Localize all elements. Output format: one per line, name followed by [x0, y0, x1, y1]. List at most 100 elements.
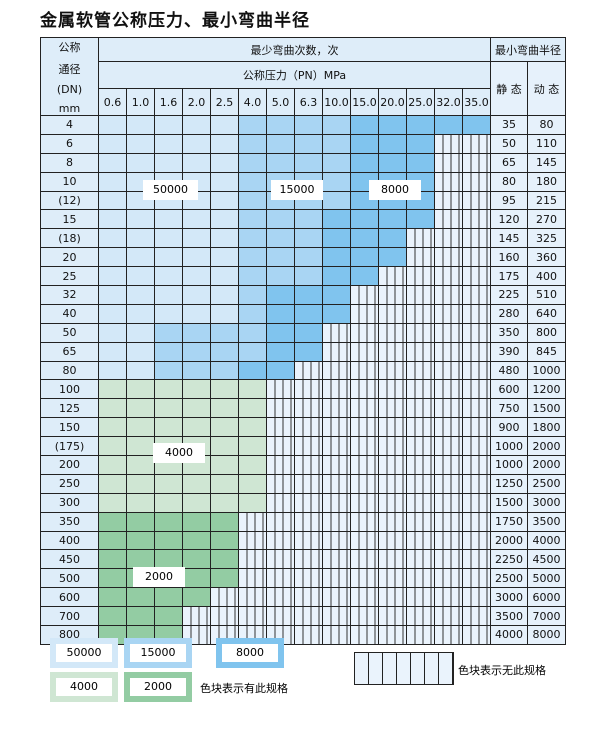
unavailable-cell	[350, 417, 379, 438]
unavailable-cell	[266, 492, 295, 513]
unavailable-cell	[322, 625, 351, 645]
pressure-col-header: 1.0	[126, 88, 155, 116]
available-cell	[154, 285, 183, 305]
available-cell	[238, 379, 267, 400]
dynamic-radius-cell: 6000	[527, 587, 566, 608]
unavailable-cell	[462, 303, 491, 324]
unavailable-cell	[434, 398, 463, 419]
available-cell	[210, 285, 239, 305]
available-cell	[210, 133, 239, 154]
unavailable-cell	[434, 473, 463, 494]
unavailable-cell	[378, 436, 407, 457]
unavailable-cell	[294, 511, 323, 532]
available-cell	[182, 115, 211, 135]
unavailable-cell	[294, 360, 323, 381]
available-cell	[266, 133, 295, 154]
available-cell	[98, 209, 127, 230]
unavailable-cell	[350, 285, 379, 305]
available-cell	[154, 511, 183, 532]
dn-cell: (18)	[40, 228, 99, 249]
dn-cell: 700	[40, 606, 99, 627]
available-cell	[126, 285, 155, 305]
pressure-col-header: 1.6	[154, 88, 183, 116]
available-cell	[238, 115, 267, 135]
table-row: 6 50 110	[40, 133, 566, 154]
unavailable-cell	[462, 455, 491, 475]
available-cell	[154, 209, 183, 230]
unavailable-cell	[406, 568, 435, 589]
available-cell	[126, 228, 155, 249]
static-radius-cell: 2250	[490, 549, 528, 570]
unavailable-cell	[294, 398, 323, 419]
unavailable-cell	[406, 285, 435, 305]
available-cell	[98, 228, 127, 249]
available-cell	[126, 360, 155, 381]
static-radius-cell: 2000	[490, 530, 528, 551]
available-cell	[350, 133, 379, 154]
available-cell	[98, 436, 127, 457]
static-radius-cell: 1000	[490, 455, 528, 475]
unavailable-cell	[266, 568, 295, 589]
available-cell	[98, 398, 127, 419]
region-label-8000: 8000	[369, 180, 421, 200]
unavailable-cell	[462, 171, 491, 192]
available-cell	[294, 209, 323, 230]
static-radius-cell: 95	[490, 190, 528, 211]
available-cell	[126, 511, 155, 532]
available-cell	[406, 209, 435, 230]
available-cell	[266, 266, 295, 287]
dynamic-radius-cell: 2000	[527, 436, 566, 457]
static-radius-cell: 50	[490, 133, 528, 154]
available-cell	[266, 228, 295, 249]
unavailable-cell	[266, 587, 295, 608]
pressure-col-header: 32.0	[434, 88, 463, 116]
unavailable-cell	[266, 511, 295, 532]
unavailable-cell	[350, 455, 379, 475]
available-cell	[238, 322, 267, 343]
unavailable-cell	[238, 568, 267, 589]
available-cell	[210, 152, 239, 173]
static-radius-cell: 175	[490, 266, 528, 287]
unavailable-cell	[266, 379, 295, 400]
available-cell	[126, 115, 155, 135]
dn-cell: 125	[40, 398, 99, 419]
dn-cell: 32	[40, 285, 99, 305]
unavailable-cell	[434, 322, 463, 343]
dn-header: 公称 通径 (DN) mm	[40, 37, 99, 116]
unavailable-cell	[294, 625, 323, 645]
available-cell	[126, 152, 155, 173]
unavailable-cell	[462, 587, 491, 608]
unavailable-cell	[350, 341, 379, 362]
available-cell	[126, 455, 155, 475]
available-cell	[126, 322, 155, 343]
available-cell	[154, 606, 183, 627]
available-cell	[154, 247, 183, 268]
unavailable-cell	[350, 549, 379, 570]
available-cell	[126, 417, 155, 438]
dynamic-radius-cell: 80	[527, 115, 566, 135]
available-cell	[210, 303, 239, 324]
static-radius-cell: 1000	[490, 436, 528, 457]
unavailable-cell	[238, 587, 267, 608]
available-cell	[126, 473, 155, 494]
available-cell	[182, 228, 211, 249]
unavailable-cell	[238, 549, 267, 570]
static-radius-cell: 3500	[490, 606, 528, 627]
available-cell	[210, 473, 239, 494]
available-cell	[294, 228, 323, 249]
unavailable-cell	[322, 322, 351, 343]
unavailable-cell	[406, 492, 435, 513]
available-cell	[322, 228, 351, 249]
unavailable-cell	[434, 247, 463, 268]
unavailable-cell	[406, 455, 435, 475]
pressure-table: 公称 通径 (DN) mm 最少弯曲次数，次 最小弯曲半径 公称压力（PN）MPa 静…	[40, 37, 566, 645]
available-cell	[322, 133, 351, 154]
static-radius-cell: 1750	[490, 511, 528, 532]
available-cell	[238, 228, 267, 249]
available-cell	[322, 285, 351, 305]
available-cell	[322, 115, 351, 135]
available-cell	[322, 303, 351, 324]
pressure-col-header: 35.0	[462, 88, 491, 116]
dn-cell: (12)	[40, 190, 99, 211]
bend-count-header: 最少弯曲次数，次	[98, 37, 491, 62]
